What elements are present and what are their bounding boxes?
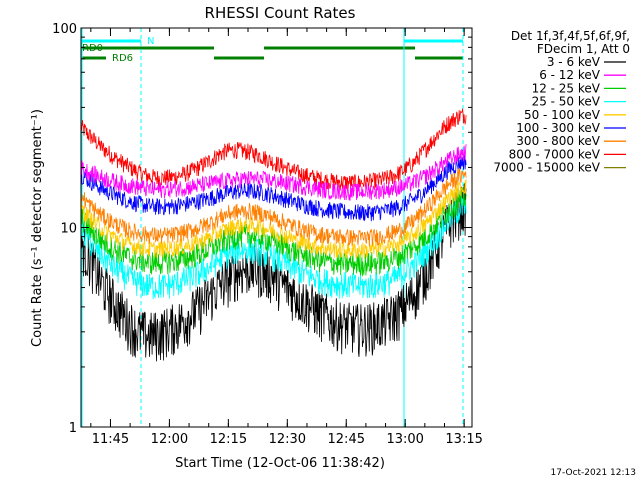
segment-label-rd6: RD6 [112,53,133,64]
x-axis-label: Start Time (12-Oct-06 11:38:42) [175,456,385,471]
y-tick-label: 100 [52,22,77,37]
x-tick-label: 11:45 [92,432,129,447]
series-line-3 [81,196,467,300]
segment-label-rd0: RD0 [82,43,103,54]
legend-entry-label: 7000 - 15000 keV [493,161,600,175]
timestamp: 17-Oct-2021 12:13 [551,468,636,478]
series-line-6 [81,168,467,247]
legend-entry-label: 100 - 300 keV [516,121,600,135]
series-line-1 [81,144,467,201]
legend-entry-label: 800 - 7000 keV [509,147,601,161]
x-tick-label: 12:00 [151,432,188,447]
series-layer [81,108,467,362]
chart-title: RHESSI Count Rates [205,4,356,22]
legend-entry-label: 25 - 50 keV [532,95,601,109]
axis-ticks: 11:45 12:00 12:15 12:30 12:45 13:00 13:15 1 10 10… [52,22,483,447]
series-line-7 [81,108,467,192]
series-line-2 [81,186,467,277]
y-tick-label: 10 [60,222,77,237]
series-line-5 [81,154,467,222]
x-tick-label: 13:15 [445,432,482,447]
y-axis-label: Count Rate (s⁻¹ detector segment⁻¹) [30,109,45,347]
legend-entry-label: 300 - 800 keV [516,134,600,148]
legend: Det 1f,3f,4f,5f,6f,9f, FDecim 1, Att 0 3… [493,29,630,175]
x-tick-label: 13:00 [386,432,423,447]
x-tick-label: 12:15 [210,432,247,447]
plot-frame [80,27,473,428]
legend-entry-label: 12 - 25 keV [532,81,601,95]
segment-label-n: N [147,36,154,47]
segment-bars [81,39,463,60]
series-line-0 [81,183,467,362]
legend-header-line-2: FDecim 1, Att 0 [537,42,630,56]
legend-entry-label: 6 - 12 keV [539,68,601,82]
series-line-4 [81,179,467,259]
legend-entry-label: 3 - 6 keV [547,55,601,69]
x-tick-label: 12:45 [328,432,365,447]
legend-entry-label: 50 - 100 keV [524,108,601,122]
legend-header-line-1: Det 1f,3f,4f,5f,6f,9f, [511,29,630,43]
y-tick-label: 1 [69,421,77,436]
x-tick-label: 12:30 [269,432,306,447]
